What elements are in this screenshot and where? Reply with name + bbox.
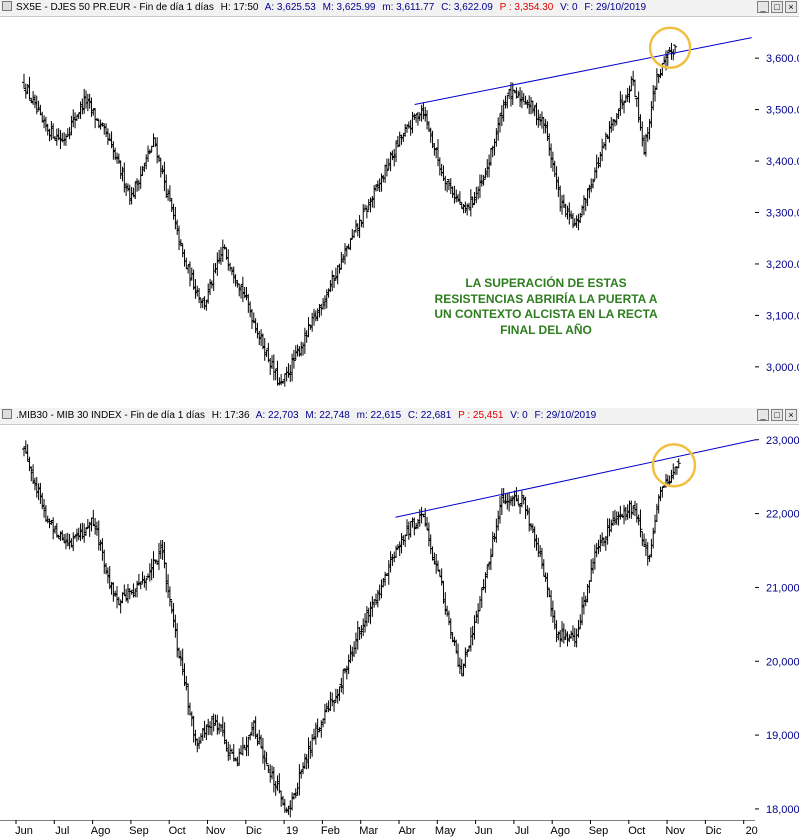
annotation-line: UN CONTEXTO ALCISTA EN LA RECTA <box>434 307 658 321</box>
x-tick-label: Oct <box>169 825 186 837</box>
chart-header: SX5E - DJES 50 PR.EUR - Fin de día 1 día… <box>0 0 799 17</box>
y-tick-label: 3,500.00 <box>766 105 799 117</box>
y-tick-label: 3,200.00 <box>766 259 799 271</box>
sx5e-candlestick-chart: 3,000.00 3,100.00 3,200.00 3,300.00 3,400.00… <box>22 26 799 387</box>
resistance-trendline <box>395 439 756 518</box>
x-tick-label: 20 <box>746 825 758 837</box>
time-label: H: 17:36 <box>211 410 250 421</box>
date-label: F: 29/10/2019 <box>534 410 597 421</box>
close-button[interactable]: × <box>785 1 797 13</box>
window-controls: _ □ × <box>757 1 797 13</box>
maximize-button[interactable]: □ <box>771 409 783 421</box>
prev-label: P : 25,451 <box>458 410 504 421</box>
x-tick-label: Feb <box>321 825 340 837</box>
window-controls: _ □ × <box>757 409 797 421</box>
annotation-line: RESISTENCIAS ABRIRÍA LA PUERTA A <box>434 291 658 306</box>
low-label: m: 3,611.77 <box>382 2 435 13</box>
x-tick-label: Ago <box>91 825 111 837</box>
y-tick-label: 3,600.00 <box>766 53 799 65</box>
resistance-trendline <box>414 37 752 105</box>
x-tick-label: Dic <box>705 825 721 837</box>
x-tick-label: Jun <box>475 825 493 837</box>
y-tick-label: 18,000 <box>766 804 799 816</box>
ohlc-bars <box>22 42 678 387</box>
time-label: H: 17:50 <box>220 2 259 13</box>
x-tick-label: Nov <box>206 825 226 837</box>
x-tick-label: May <box>435 825 456 837</box>
x-tick-label: Sep <box>129 825 149 837</box>
highlight-circle <box>651 443 697 488</box>
symbol-label: SX5E - DJES 50 PR.EUR - Fin de día 1 día… <box>16 2 214 13</box>
open-label: A: 3,625.53 <box>264 2 316 13</box>
y-tick-label: 3,100.00 <box>766 310 799 322</box>
y-tick-label: 19,000 <box>766 730 799 742</box>
y-tick-label: 22,000 <box>766 509 799 521</box>
high-label: M: 22,748 <box>305 410 350 421</box>
close-button[interactable]: × <box>785 409 797 421</box>
y-tick-label: 3,400.00 <box>766 156 799 168</box>
y-tick-label: 3,000.00 <box>766 362 799 374</box>
x-tick-label: Jul <box>55 825 69 837</box>
x-tick-label: Dic <box>246 825 262 837</box>
x-tick-label: Oct <box>628 825 645 837</box>
minimize-button[interactable]: _ <box>757 1 769 13</box>
x-tick-label: Sep <box>589 825 609 837</box>
y-tick-label: 20,000 <box>766 656 799 668</box>
y-tick-label: 21,000 <box>766 582 799 594</box>
x-tick-label: Jun <box>15 825 33 837</box>
y-tick-label: 3,300.00 <box>766 208 799 220</box>
x-tick-label: Jul <box>515 825 529 837</box>
x-tick-label: Nov <box>665 825 685 837</box>
close-label: C: 3,622.09 <box>441 2 493 13</box>
annotation-text: LA SUPERACIÓN DE ESTAS RESISTENCIAS ABRI… <box>410 276 682 338</box>
x-tick-label: Ago <box>550 825 570 837</box>
annotation-line: LA SUPERACIÓN DE ESTAS <box>465 276 627 290</box>
time-axis: Jun Jul Ago Sep Oct Nov Dic 19 Feb Mar Abr May Jun Ju… <box>0 820 799 838</box>
open-label: A: 22,703 <box>255 410 299 421</box>
high-label: M: 3,625.99 <box>322 2 376 13</box>
minimize-button[interactable]: _ <box>757 409 769 421</box>
prev-label: P : 3,354.30 <box>499 2 554 13</box>
symbol-label: .MIB30 - MIB 30 INDEX - Fin de día 1 día… <box>16 410 205 421</box>
ohlc-bars <box>22 440 681 818</box>
chart-panel-mib30: .MIB30 - MIB 30 INDEX - Fin de día 1 día… <box>0 408 799 821</box>
maximize-button[interactable]: □ <box>771 1 783 13</box>
low-label: m: 22,615 <box>356 410 402 421</box>
volume-label: V: 0 <box>560 2 578 13</box>
highlight-circle <box>648 26 692 70</box>
mib30-candlestick-chart: 18,000 19,000 20,000 21,000 22,000 23,000 <box>22 435 799 818</box>
chart-header: .MIB30 - MIB 30 INDEX - Fin de día 1 día… <box>0 408 799 425</box>
x-tick-label: 19 <box>286 825 298 837</box>
date-label: F: 29/10/2019 <box>584 2 647 13</box>
close-label: C: 22,681 <box>407 410 452 421</box>
chart-panel-sx5e: SX5E - DJES 50 PR.EUR - Fin de día 1 día… <box>0 0 799 409</box>
y-tick-label: 23,000 <box>766 435 799 447</box>
annotation-line: FINAL DEL AÑO <box>500 322 592 337</box>
chart-window-icon <box>2 1 12 11</box>
x-tick-label: Mar <box>359 825 378 837</box>
x-tick-label: Abr <box>398 825 415 837</box>
chart-window-icon <box>2 409 12 419</box>
volume-label: V: 0 <box>510 410 528 421</box>
